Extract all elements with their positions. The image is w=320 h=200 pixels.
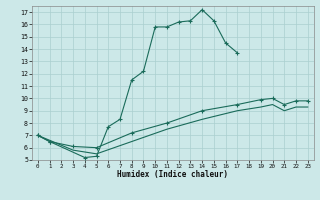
X-axis label: Humidex (Indice chaleur): Humidex (Indice chaleur) xyxy=(117,170,228,179)
